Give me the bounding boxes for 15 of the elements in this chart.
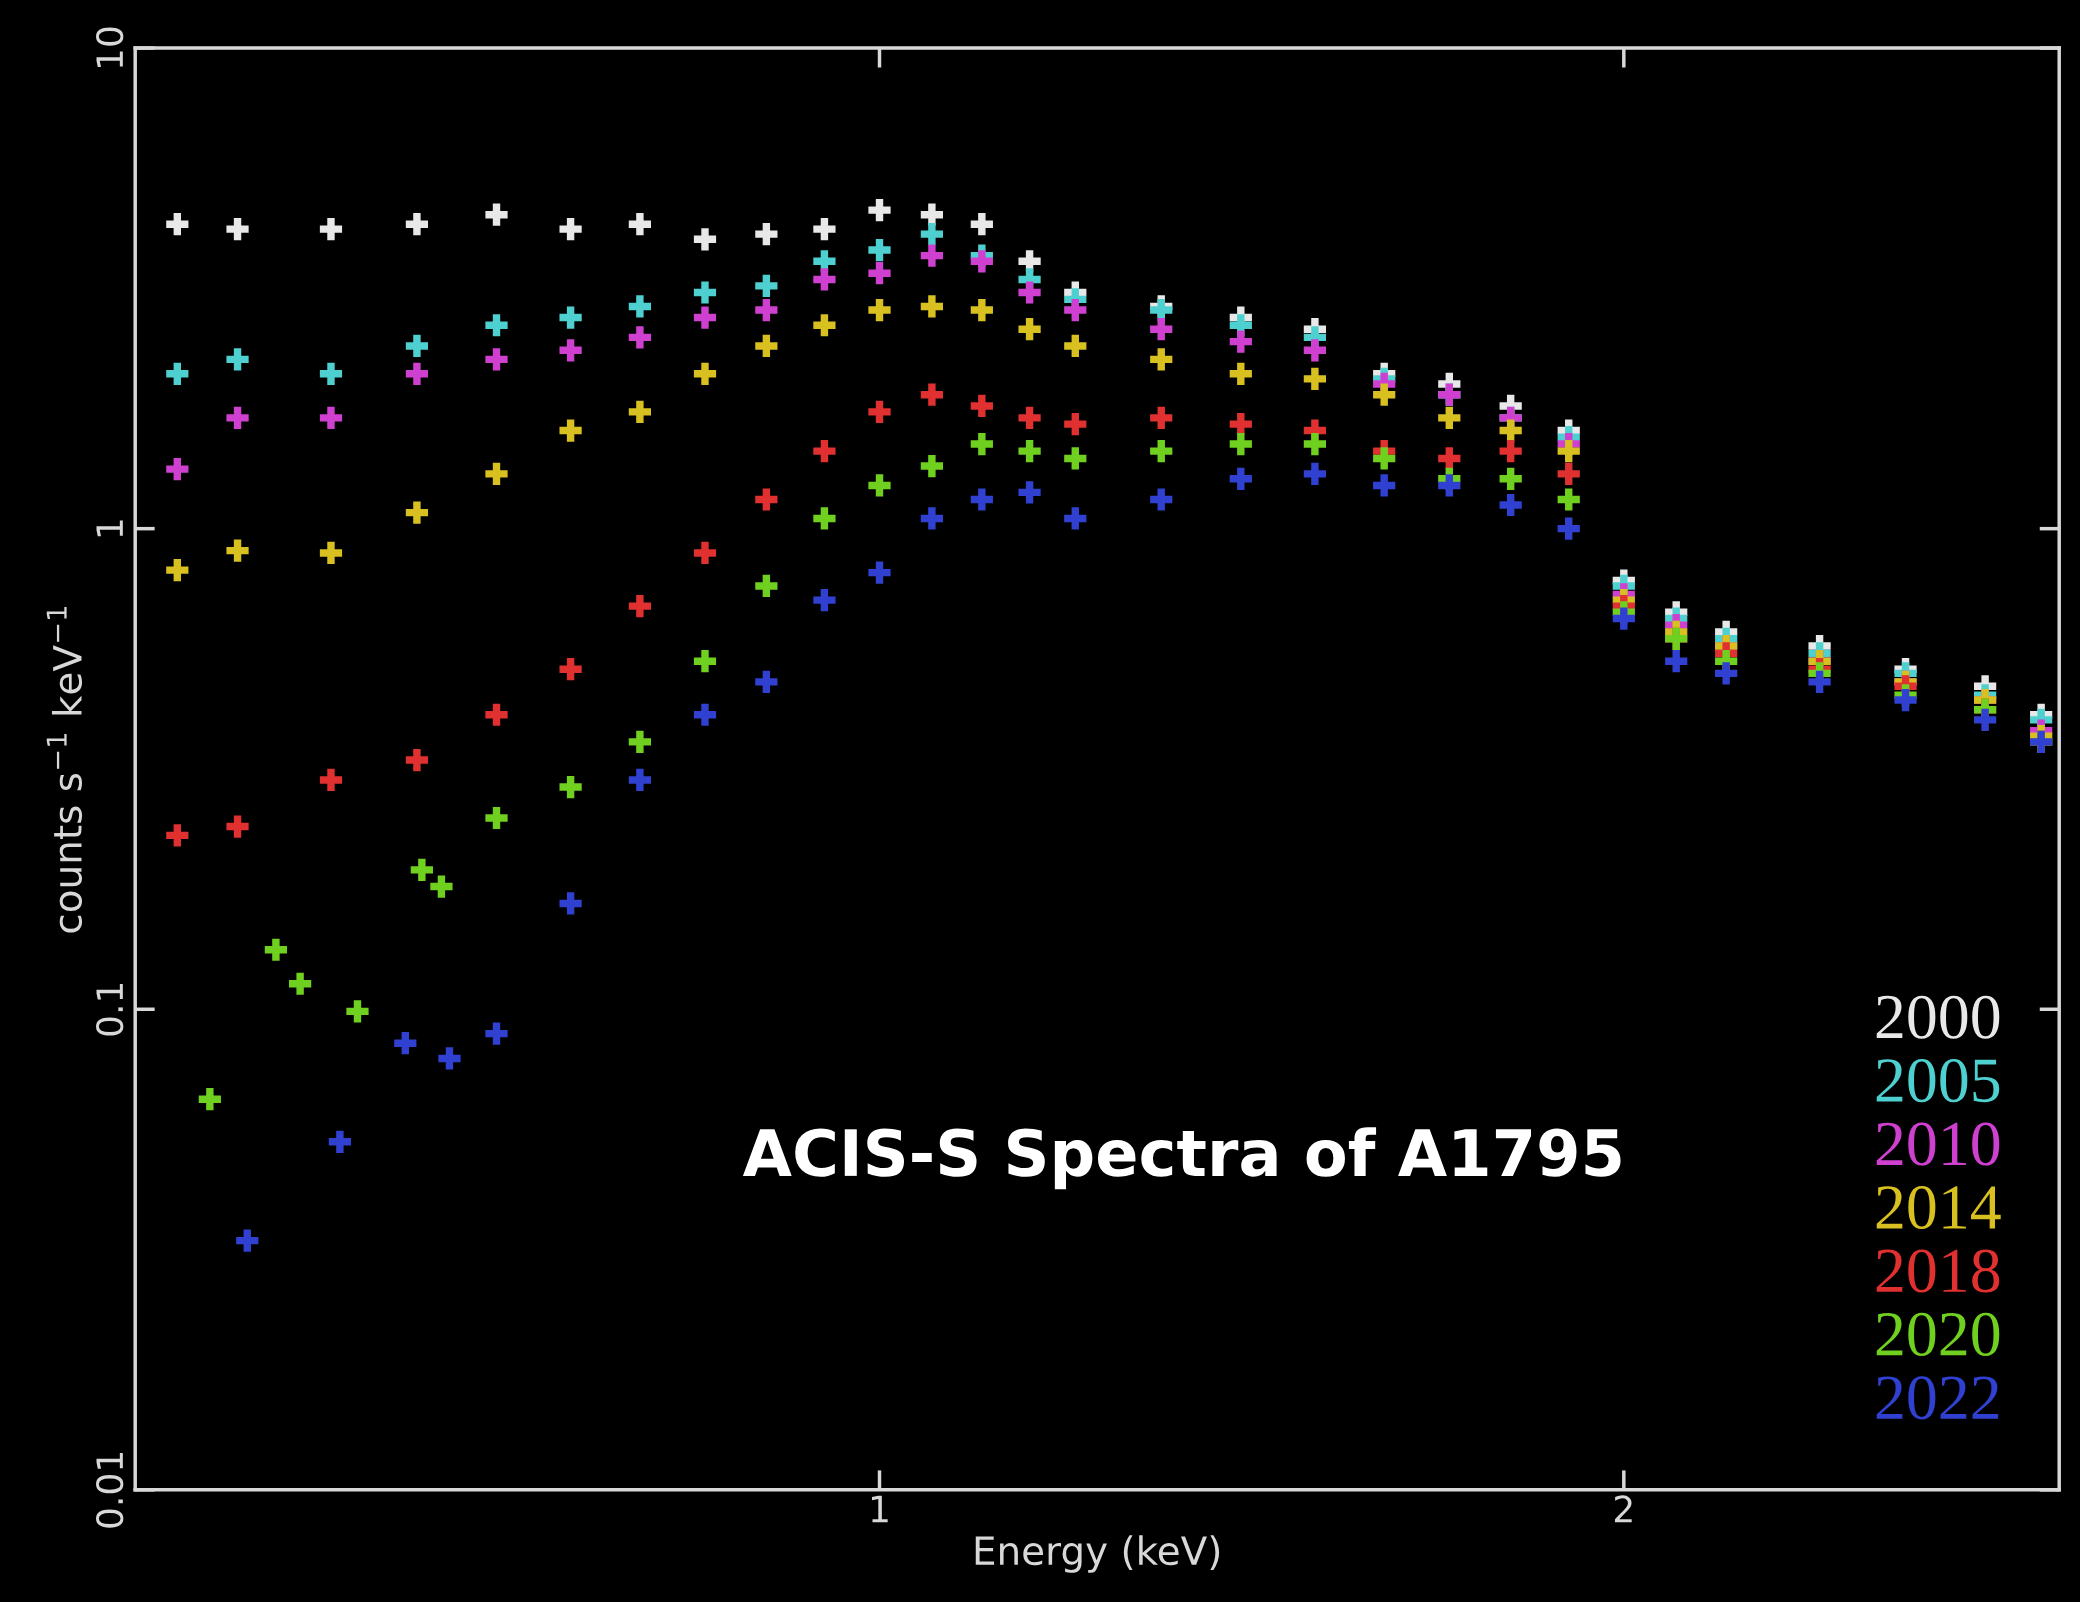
text: 2014 bbox=[1876, 1185, 2001, 1230]
text: 2010 bbox=[1876, 1122, 2000, 1166]
x-axis-title: Energy (keV) bbox=[975, 1535, 1220, 1573]
y-tick-label: 10 bbox=[96, 27, 124, 68]
y-tick-label: 1 bbox=[96, 520, 123, 537]
y-axis-title: counts s$^{−1}$ keV$^{−1}$ bbox=[46, 607, 83, 933]
x-tick-label: 2 bbox=[1614, 1495, 1632, 1523]
text: 2020 bbox=[1876, 1312, 2000, 1356]
text: 2018 bbox=[1876, 1249, 2000, 1293]
y-tick-label: 0.1 bbox=[96, 983, 124, 1036]
text: 2022 bbox=[1876, 1376, 1999, 1420]
y-tick-label: 0.01 bbox=[96, 1452, 124, 1528]
legend-label: 2000 bbox=[1876, 995, 2000, 1039]
text: 2005 bbox=[1876, 1059, 2000, 1103]
annotation: ACIS-S Spectra of A1795 bbox=[742, 1127, 1621, 1190]
